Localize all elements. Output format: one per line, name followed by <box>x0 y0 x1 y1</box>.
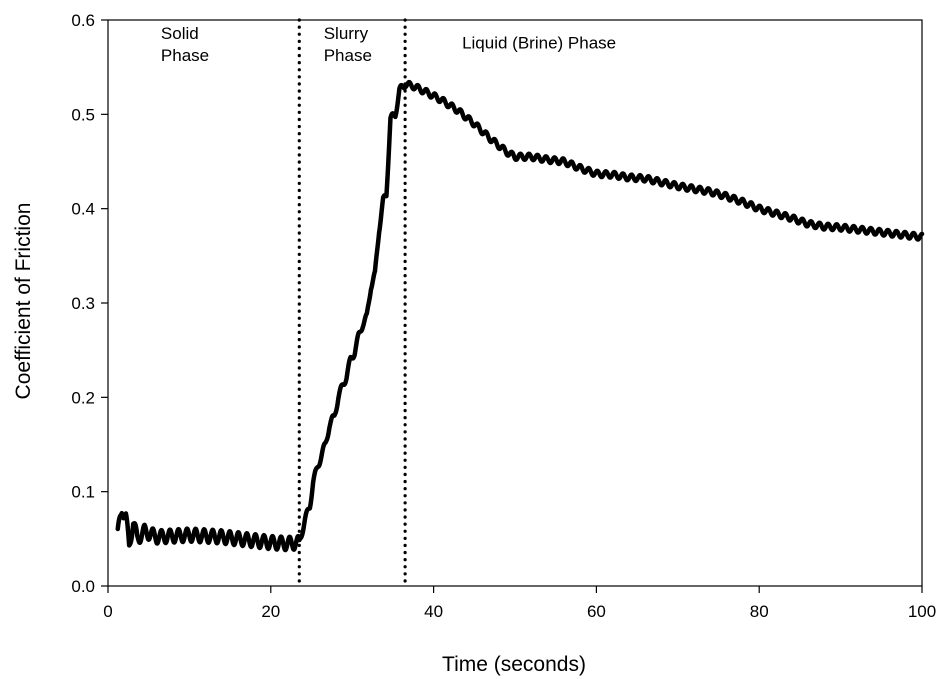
friction-series-line <box>115 79 925 553</box>
phase-annotation-line: Liquid (Brine) Phase <box>462 33 616 52</box>
x-tick-label: 0 <box>103 602 112 621</box>
phase-annotation: Liquid (Brine) Phase <box>462 33 616 52</box>
x-tick-label: 40 <box>424 602 443 621</box>
x-tick-label: 60 <box>587 602 606 621</box>
y-tick-label: 0.6 <box>71 11 95 30</box>
phase-annotation-line: Slurry <box>324 24 369 43</box>
phase-annotation: Solid Phase <box>161 24 209 65</box>
phase-annotation: Slurry Phase <box>324 24 372 65</box>
x-tick-label: 20 <box>261 602 280 621</box>
phase-annotation-line: Phase <box>161 46 209 65</box>
phase-annotation-line: Phase <box>324 46 372 65</box>
series-group <box>115 79 925 553</box>
y-tick-label: 0.5 <box>71 105 95 124</box>
y-tick-label: 0.3 <box>71 294 95 313</box>
x-tick-label: 100 <box>908 602 936 621</box>
y-tick-label: 0.1 <box>71 483 95 502</box>
x-axis-title: Time (seconds) <box>442 653 586 676</box>
y-tick-label: 0.4 <box>71 200 95 219</box>
y-axis-title: Coefficient of Friction <box>12 203 35 400</box>
phase-boundary-lines <box>297 18 407 588</box>
y-tick-label: 0.2 <box>71 388 95 407</box>
x-axis: 0 20 40 60 80 100 <box>103 586 936 621</box>
plot-border <box>107 19 923 587</box>
y-tick-label: 0.0 <box>71 577 95 596</box>
x-tick-label: 80 <box>750 602 769 621</box>
phase-annotation-line: Solid <box>161 24 199 43</box>
phase-annotations: Solid Phase Slurry Phase Liquid (Brine) Phas… <box>161 24 616 65</box>
plot-frame <box>107 19 923 587</box>
y-axis: 0.0 0.1 0.2 0.3 0.4 0.5 0.6 <box>71 11 108 596</box>
